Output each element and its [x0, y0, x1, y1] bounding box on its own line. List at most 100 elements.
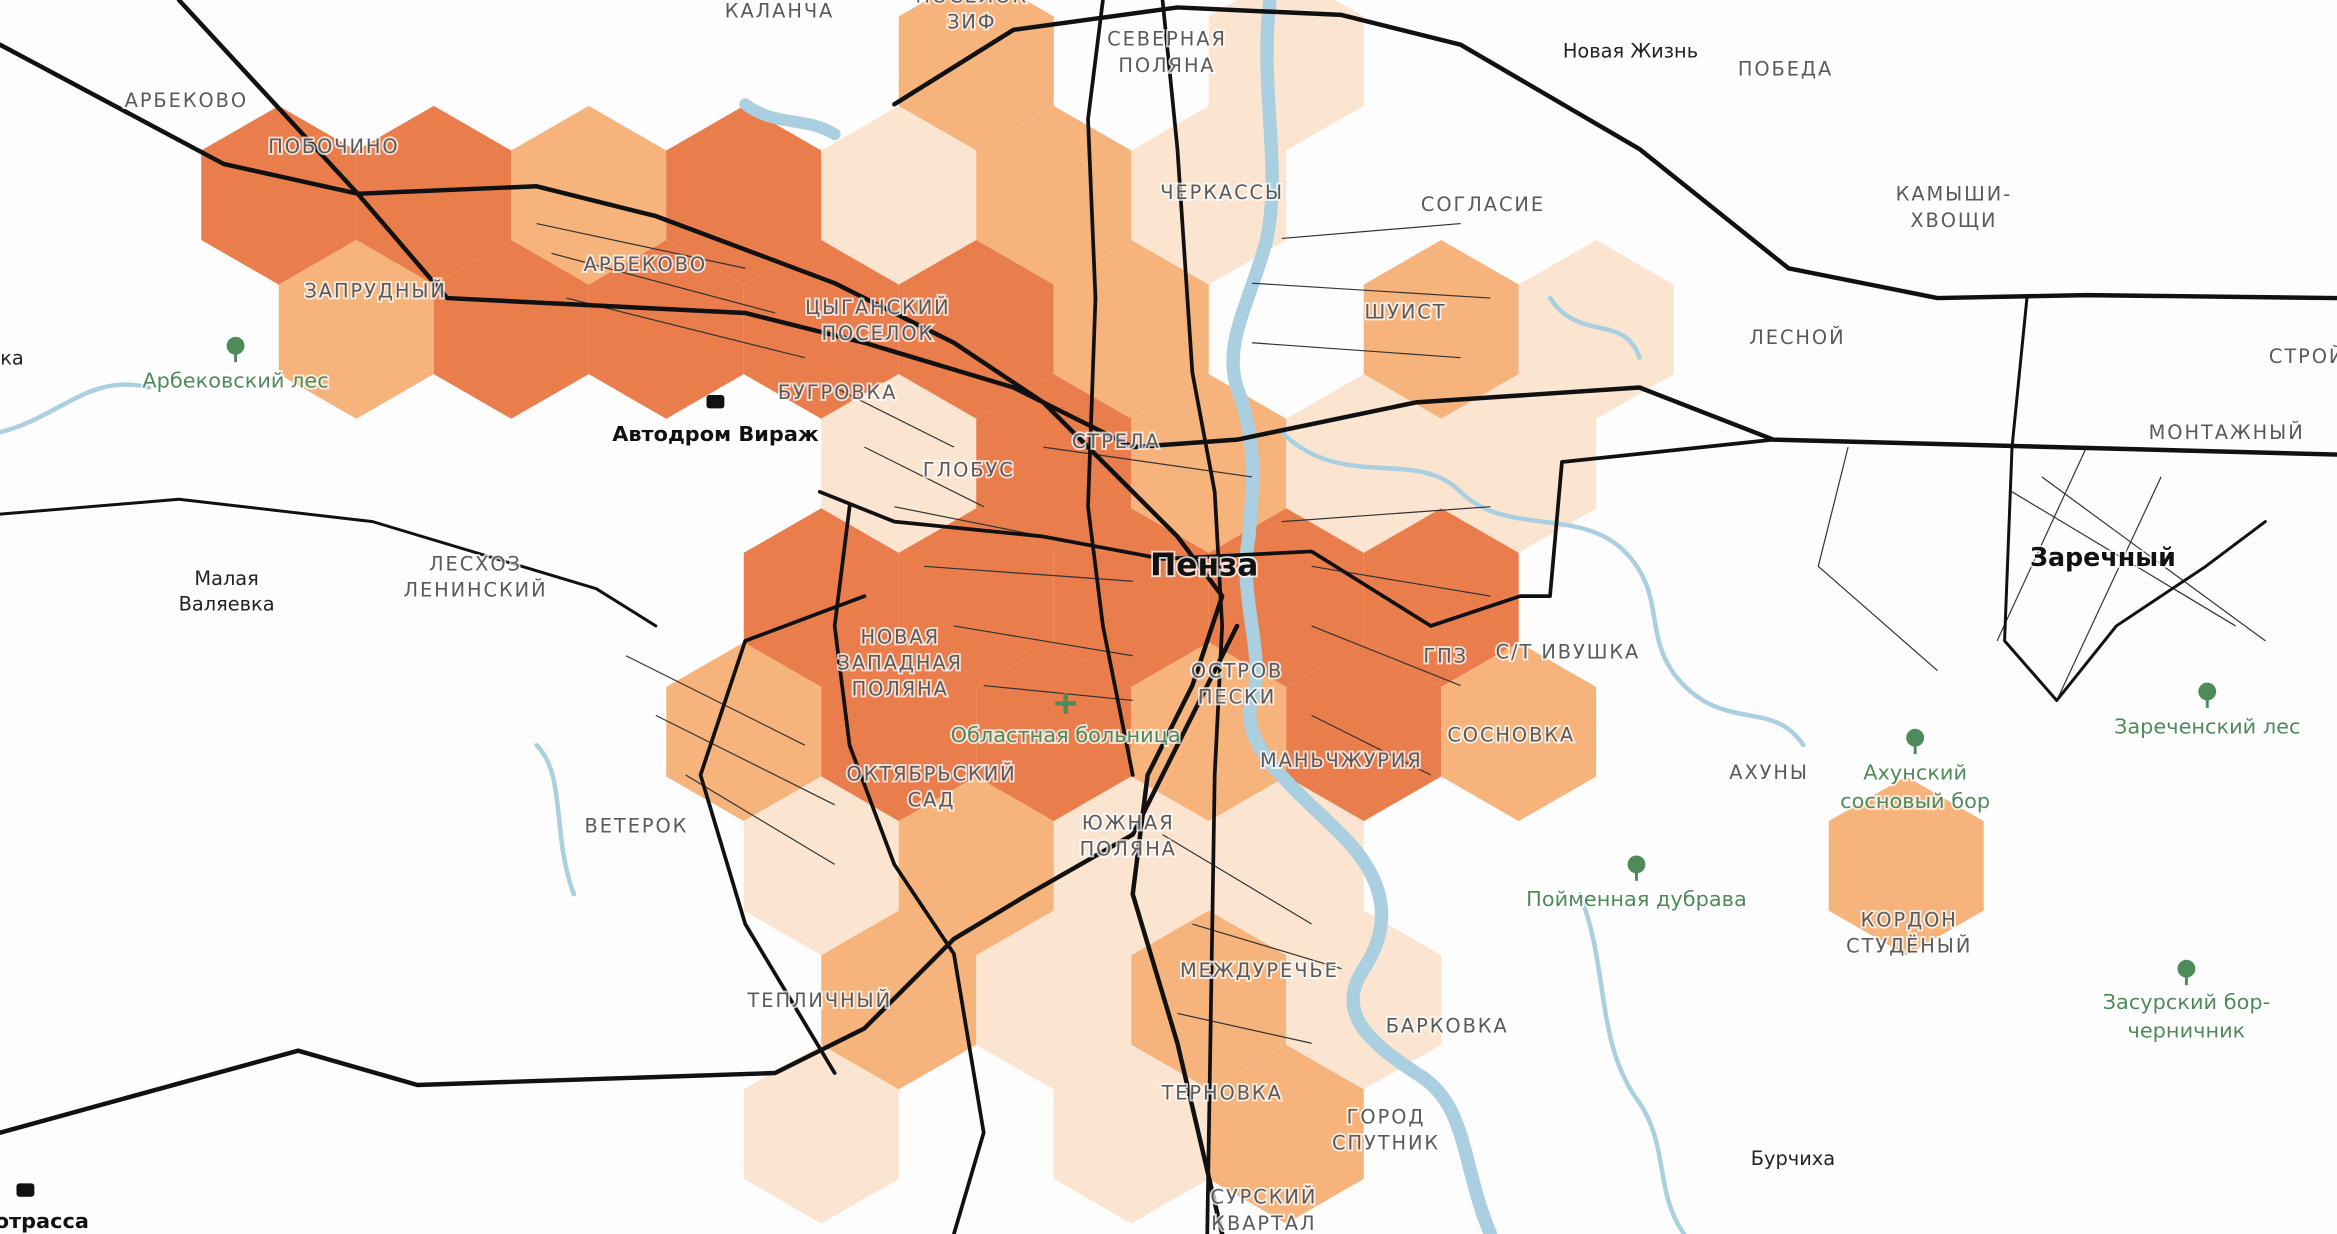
nature-label: Пойменная дубрава [1526, 887, 1747, 911]
district-label: ВЕТЕРОК [585, 815, 689, 838]
heat-hex [278, 239, 434, 419]
heat-hex [1131, 910, 1287, 1090]
heat-hex [743, 239, 899, 419]
district-label: ПЕСКИ [1198, 686, 1276, 709]
district-label: ЦЫГАНСКИЙ [805, 296, 950, 319]
district-label: ГОРОД [1347, 1105, 1426, 1128]
heat-hex [1208, 0, 1364, 151]
heat-hex [666, 105, 822, 285]
heat-hex [898, 0, 1054, 151]
heat-hex [1286, 374, 1442, 553]
heat-hex [433, 239, 589, 419]
district-label: СУРСКИЙ [1210, 1186, 1317, 1209]
nature-label: Зареченский лес [2114, 714, 2300, 738]
district-label: КАМЫШИ- [1896, 183, 2013, 206]
district-label: ПОЛЯНА [1080, 838, 1177, 861]
district-label: ЗАПАДНАЯ [838, 651, 963, 674]
settlement-label: ка [0, 347, 24, 370]
heat-hex [898, 776, 1054, 956]
district-label: ПОЛЯНА [852, 678, 949, 701]
nature-label: Областная больница [951, 723, 1181, 747]
heat-hex [898, 508, 1054, 688]
district-label: ЛЕСХОЗ [429, 552, 522, 575]
district-label: СТРОЙ [2269, 345, 2337, 368]
district-label: ШУИСТ [1364, 300, 1446, 323]
district-label: ПОБОЧИНО [268, 135, 399, 158]
heat-hex [511, 105, 667, 285]
heat-hex [743, 776, 899, 956]
heat-hex [898, 239, 1054, 419]
settlement-label: Бурчиха [1751, 1147, 1835, 1170]
heat-hex [743, 1044, 899, 1224]
heat-hex [976, 910, 1132, 1090]
heat-hex [1131, 105, 1287, 285]
heat-hex [1363, 239, 1519, 419]
district-label: ОКТЯБРЬСКИЙ [847, 762, 1017, 785]
district-label: ГЛОБУС [923, 458, 1015, 481]
nature-label: Арбековский лес [142, 369, 328, 393]
district-label: САД [908, 789, 956, 812]
icons [16, 336, 2217, 1197]
heat-hex [1053, 1044, 1209, 1224]
settlement-label: Малая [194, 567, 258, 590]
district-label: ТЕРНОВКА [1161, 1081, 1283, 1104]
district-label: АРБЕКОВО [125, 89, 248, 112]
nature-label: черничник [2128, 1018, 2246, 1042]
district-label: ХВОЩИ [1910, 209, 1997, 232]
heat-hex [976, 642, 1132, 822]
nature-label: Засурский бор- [2103, 990, 2270, 1014]
nature-label: сосновый бор [1840, 789, 1990, 813]
district-label: ЛЕНИНСКИЙ [403, 578, 547, 601]
district-label: НОВАЯ [861, 625, 940, 648]
nature-label: Ахунский [1863, 760, 1967, 784]
district-label: ОСТРОВ [1191, 660, 1283, 683]
heat-hex [821, 105, 977, 285]
streets [536, 222, 2266, 1044]
heat-hex [1053, 776, 1209, 956]
district-label: ЧЕРКАССЫ [1160, 181, 1284, 204]
district-label: СТУДЁНЫЙ [1846, 935, 1972, 958]
district-label: СТРЕЛА [1072, 430, 1161, 453]
heat-hex [1208, 1044, 1364, 1224]
district-label: СЕВЕРНАЯ [1107, 28, 1227, 51]
heat-hex [666, 642, 822, 822]
district-label: ЗАПРУДНЫЙ [304, 280, 446, 303]
district-label: ПОЛЯНА [1118, 54, 1215, 77]
district-label: СОГЛАСИЕ [1421, 193, 1545, 216]
district-label: ЗИФ [947, 11, 996, 34]
heat-hexes [201, 0, 1984, 1224]
settlement-label: Валяевка [179, 593, 275, 616]
district-label: МОНТАЖНЫЙ [2149, 421, 2305, 444]
heat-hex [1131, 642, 1287, 822]
district-label: СОСНОВКА [1447, 724, 1575, 747]
district-label: ГПЗ [1423, 645, 1468, 668]
district-label: ПОСЕЛОК [822, 322, 935, 345]
district-label: МАНЬЧЖУРИЯ [1260, 749, 1423, 772]
city-label: Пенза [1150, 547, 1258, 583]
district-label: ЮЖНАЯ [1082, 812, 1175, 835]
district-label: МЕЖДУРЕЧЬЕ [1180, 959, 1339, 982]
rivers [0, 0, 1806, 1234]
heat-hex [1286, 910, 1442, 1090]
district-label: ПОСЕЛОК [915, 0, 1028, 8]
district-label: АРБЕКОВО [584, 253, 707, 276]
settlement-label: Новая Жизнь [1563, 40, 1698, 63]
district-label: КАЛАНЧА [725, 0, 834, 22]
district-label: АХУНЫ [1729, 761, 1809, 784]
heat-hex [1518, 239, 1674, 419]
heat-hex [1828, 776, 1984, 956]
district-label: БАРКОВКА [1386, 1014, 1509, 1037]
heat-hex [1363, 508, 1519, 688]
heat-hex [743, 508, 899, 688]
heat-hex [1441, 642, 1597, 822]
poi-label: отрасса [0, 1209, 89, 1233]
district-label: ТЕПЛИЧНЫЙ [747, 989, 892, 1012]
district-label: КОРДОН [1861, 909, 1958, 932]
district-label: СПУТНИК [1332, 1131, 1440, 1154]
district-label: БУГРОВКА [778, 381, 898, 404]
district-label: С/Т ИВУШКА [1496, 640, 1641, 663]
